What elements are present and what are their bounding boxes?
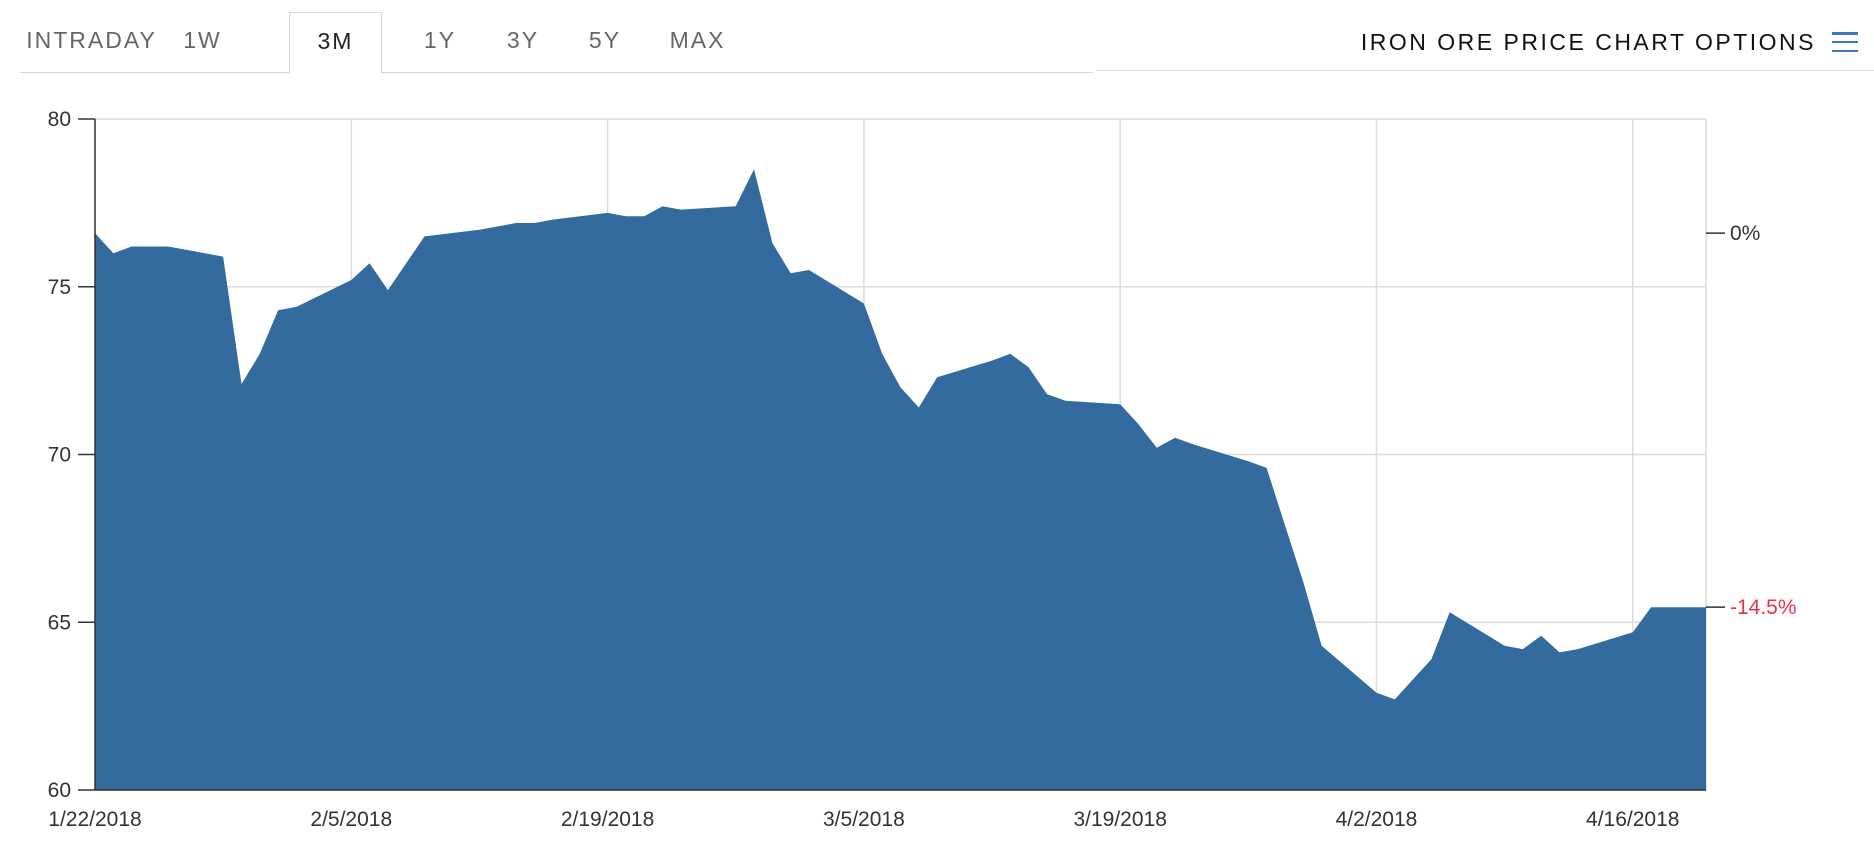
- hamburger-menu-icon: [1832, 32, 1858, 52]
- chart-axes: 60 65 70 75 80 1/22/2018 2/5/2018 2/19/2018 3/5/…: [48, 108, 1706, 831]
- tab-3y[interactable]: 3Y: [506, 27, 540, 53]
- percent-label: -14.5%: [1730, 596, 1797, 619]
- time-range-tabs: INTRADAY 1W 3M 1Y 3Y 5Y MAX: [20, 12, 1093, 74]
- tab-1w[interactable]: 1W: [183, 27, 222, 53]
- tab-max[interactable]: MAX: [669, 27, 726, 53]
- x-tick-label: 3/5/2018: [823, 808, 905, 831]
- x-tick-label: 2/19/2018: [561, 808, 654, 831]
- y-tick-label: 80: [48, 108, 71, 131]
- x-tick-label: 4/2/2018: [1336, 808, 1418, 831]
- options-divider: [1096, 70, 1874, 71]
- tab-3m[interactable]: 3M: [289, 12, 382, 74]
- percent-axis: 0% -14.5%: [1706, 222, 1797, 619]
- percent-label: 0%: [1730, 222, 1760, 245]
- price-area: [95, 169, 1706, 791]
- chart-options-button[interactable]: IRON ORE PRICE CHART OPTIONS: [1361, 14, 1858, 70]
- x-tick-label: 3/19/2018: [1073, 808, 1166, 831]
- x-tick-label: 2/5/2018: [310, 808, 392, 831]
- x-tick-label: 4/16/2018: [1586, 808, 1679, 831]
- y-tick-label: 70: [48, 444, 71, 467]
- tab-intraday[interactable]: INTRADAY: [26, 27, 157, 53]
- x-tick-label: 1/22/2018: [48, 808, 141, 831]
- y-tick-label: 75: [48, 276, 71, 299]
- tab-5y[interactable]: 5Y: [588, 27, 622, 53]
- y-tick-label: 65: [48, 611, 71, 634]
- chart-options-label: IRON ORE PRICE CHART OPTIONS: [1360, 28, 1816, 55]
- chart-area: [95, 169, 1706, 791]
- tab-1y[interactable]: 1Y: [423, 27, 457, 53]
- y-tick-label: 60: [48, 779, 71, 802]
